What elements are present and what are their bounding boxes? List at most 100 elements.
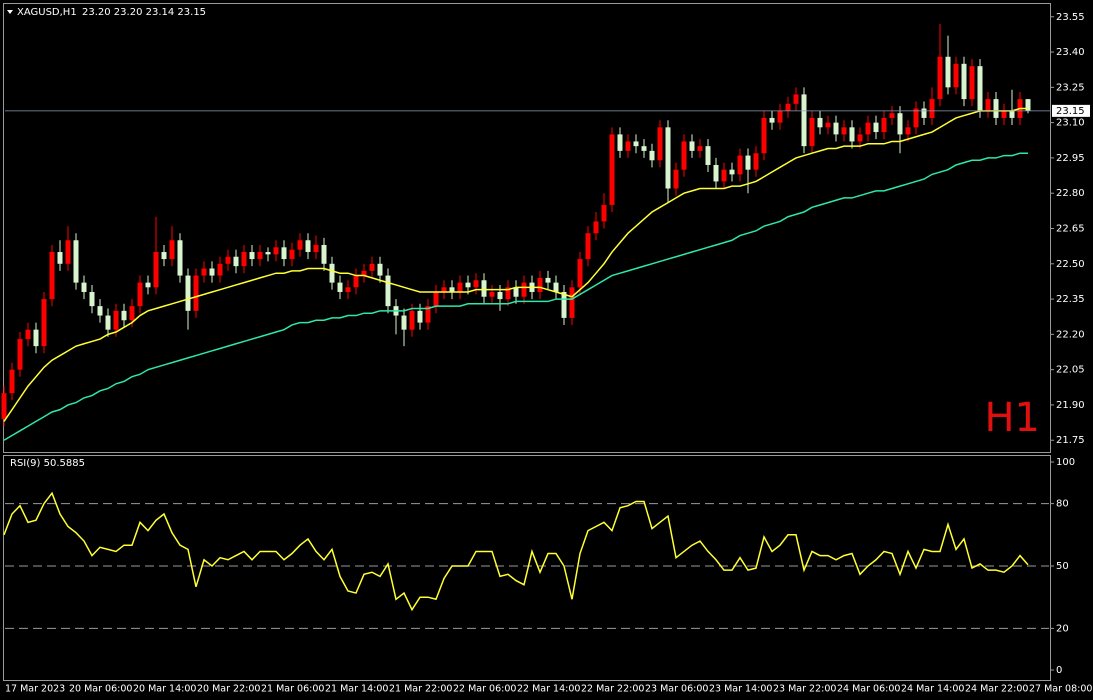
- candle-body: [385, 275, 391, 307]
- candle-body: [113, 310, 119, 330]
- candle-body: [521, 282, 527, 297]
- x-tick-label: 17 Mar 2023: [5, 684, 65, 695]
- x-tick-label: 20 Mar 06:00: [69, 684, 132, 695]
- rsi-title: RSI(9) 50.5885: [10, 458, 85, 469]
- y-tick-label: 23.25: [1056, 82, 1085, 93]
- candle-body: [537, 277, 543, 293]
- candle-body: [177, 240, 183, 276]
- candle-body: [97, 306, 103, 316]
- candle-body: [129, 306, 135, 321]
- candle-body: [545, 277, 551, 283]
- candle-body: [897, 113, 903, 135]
- candle-body: [721, 169, 727, 182]
- candle-body: [241, 252, 247, 267]
- candle-body: [673, 169, 679, 189]
- candle-body: [313, 244, 319, 253]
- rsi-panel-frame: [3, 455, 1051, 681]
- y-tick-label: 22.80: [1056, 188, 1085, 199]
- candle-body: [441, 287, 447, 293]
- candle-body: [657, 127, 663, 161]
- candle-body: [681, 141, 687, 170]
- candle-body: [273, 247, 279, 255]
- candle-body: [561, 292, 567, 318]
- candle-body: [377, 263, 383, 276]
- rsi-line: [3, 491, 1029, 612]
- candle-body: [265, 252, 271, 255]
- candle-body: [257, 252, 263, 260]
- candle-body: [841, 127, 847, 135]
- y-tick-label: 22.20: [1056, 329, 1085, 340]
- candle-body: [513, 287, 519, 297]
- candle-body: [25, 329, 31, 340]
- candle-body: [73, 240, 79, 283]
- symbol-title: XAGUSD,H1: [17, 7, 77, 18]
- candle-body: [193, 275, 199, 311]
- candle-body: [665, 127, 671, 189]
- x-tick-label: 24 Mar 22:00: [965, 684, 1028, 695]
- candle-body: [697, 146, 703, 151]
- candle-body: [913, 108, 919, 128]
- candle-body: [121, 310, 127, 321]
- candle-body: [713, 164, 719, 182]
- y-tick-label: 22.50: [1056, 259, 1085, 270]
- candle-body: [753, 153, 759, 170]
- candle-body: [401, 315, 407, 330]
- candle-body: [33, 329, 39, 347]
- candle-body: [649, 150, 655, 161]
- candle-body: [137, 282, 143, 307]
- candle-body: [41, 299, 47, 347]
- candle-body: [969, 66, 975, 100]
- candle-body: [569, 287, 575, 318]
- candle-body: [505, 287, 511, 300]
- y-tick-label: 21.90: [1056, 400, 1085, 411]
- candle-body: [729, 169, 735, 175]
- candle-body: [465, 282, 471, 288]
- candle-body: [153, 252, 159, 288]
- candle-body: [777, 110, 783, 123]
- last-price-label: 23.15: [1056, 106, 1085, 117]
- x-tick-label: 21 Mar 14:00: [325, 684, 388, 695]
- candle-body: [881, 117, 887, 133]
- candle-body: [185, 275, 191, 311]
- candle-body: [49, 252, 55, 300]
- candle-body: [865, 122, 871, 135]
- candle-body: [769, 117, 775, 123]
- collapse-arrow[interactable]: [7, 10, 13, 14]
- candle-body: [457, 282, 463, 293]
- moving-average: [3, 107, 1028, 422]
- y-tick-label: 22.35: [1056, 294, 1085, 305]
- y-tick-label: 21.75: [1056, 435, 1085, 446]
- candle-body: [9, 369, 15, 394]
- candle-body: [953, 63, 959, 88]
- candle-body: [929, 99, 935, 118]
- candle-body: [297, 240, 303, 250]
- candle-body: [633, 141, 639, 147]
- candle-body: [353, 275, 359, 288]
- candle-body: [89, 292, 95, 307]
- candle-body: [473, 280, 479, 288]
- candle-body: [601, 204, 607, 222]
- candle-body: [417, 310, 423, 323]
- candle-body: [825, 122, 831, 128]
- y-tick-label: 100: [1056, 457, 1075, 468]
- x-tick-label: 20 Mar 22:00: [197, 684, 260, 695]
- x-tick-label: 22 Mar 22:00: [581, 684, 644, 695]
- candle-body: [369, 263, 375, 271]
- x-tick-label: 24 Mar 14:00: [901, 684, 964, 695]
- x-tick-label: 27 Mar 08:00: [1029, 684, 1092, 695]
- candle-body: [625, 141, 631, 151]
- candle-body: [409, 310, 415, 330]
- candle-body: [849, 127, 855, 142]
- last-price-box: [1052, 104, 1090, 117]
- y-tick-label: 50: [1056, 561, 1069, 572]
- candle-body: [1, 393, 7, 420]
- x-tick-label: 20 Mar 14:00: [133, 684, 196, 695]
- x-tick-label: 22 Mar 14:00: [517, 684, 580, 695]
- candle-body: [305, 240, 311, 253]
- y-tick-label: 22.65: [1056, 224, 1085, 235]
- y-tick-label: 23.55: [1056, 12, 1085, 23]
- candle-body: [321, 244, 327, 264]
